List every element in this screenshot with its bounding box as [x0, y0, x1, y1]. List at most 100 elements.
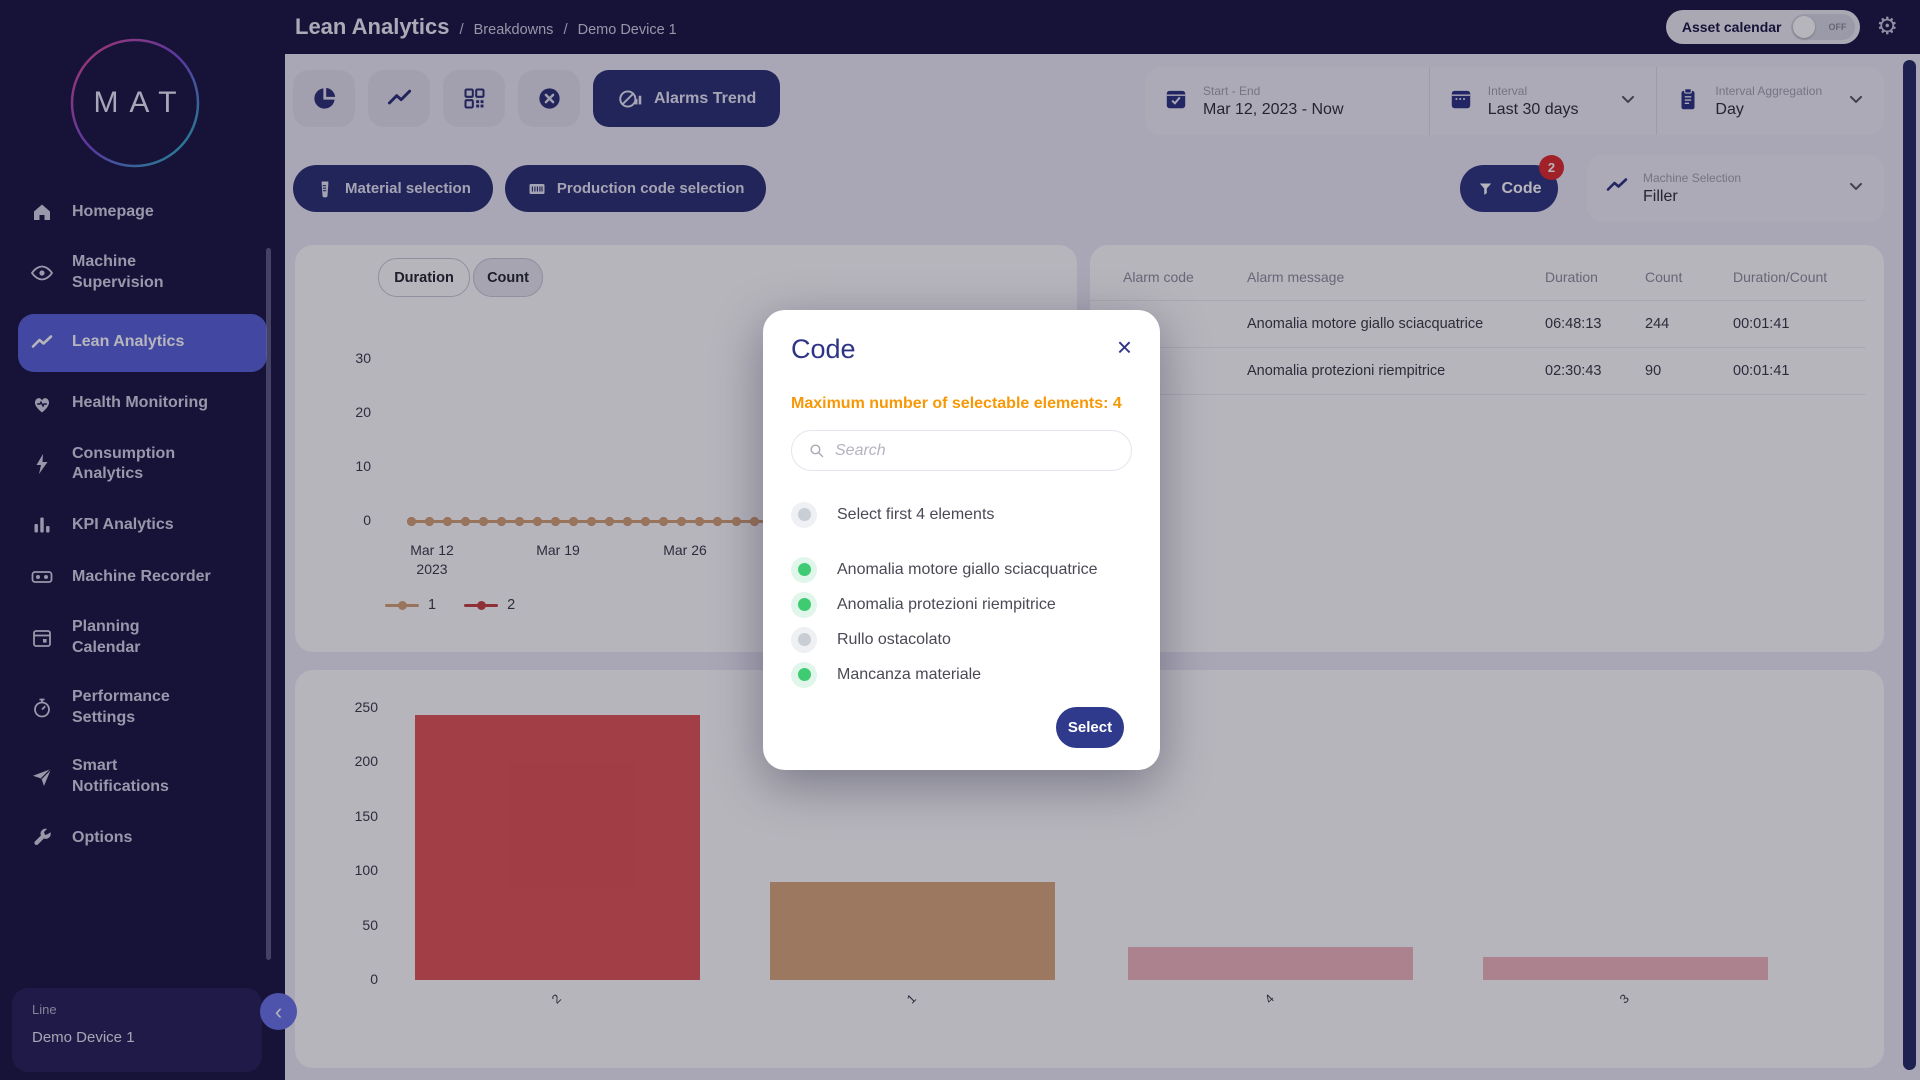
code-option[interactable]: Rullo ostacolato — [791, 622, 1132, 657]
gauge-icon — [34, 698, 50, 717]
aggregation-value: Day — [1715, 100, 1744, 118]
col-header-duration-count: Duration/Count — [1733, 268, 1828, 285]
clipboard-icon — [1675, 86, 1701, 117]
sidebar-item-label: Options — [72, 828, 133, 846]
alarms-trend-button[interactable]: Alarms Trend — [593, 70, 781, 127]
sidebar-item-options[interactable]: Options — [0, 812, 285, 864]
code-modal: Code × Maximum number of selectable elem… — [763, 310, 1160, 770]
code-option[interactable]: Mancanza materiale — [791, 657, 1132, 692]
sidebar-item-machine-supervision[interactable]: Machine Supervision — [0, 238, 285, 308]
recorder-icon — [31, 571, 53, 584]
toggle-duration[interactable]: Duration — [378, 258, 470, 297]
page-scrollbar[interactable] — [1903, 60, 1916, 1070]
selection-dot[interactable] — [791, 661, 817, 688]
toggle-knob — [1793, 16, 1816, 38]
legend-label: 2 — [507, 597, 516, 613]
bar[interactable] — [1128, 947, 1413, 980]
bar[interactable] — [415, 714, 700, 980]
table-row[interactable]: Anomalia motore giallo sciacquatrice 06:4… — [1090, 301, 1866, 348]
y-axis-tick: 100 — [354, 862, 378, 879]
bar[interactable] — [770, 882, 1055, 980]
sidebar-item-lean-analytics[interactable]: Lean Analytics — [18, 313, 267, 372]
selection-dot[interactable] — [791, 556, 817, 583]
code-option[interactable]: Anomalia protezioni riempitrice — [791, 587, 1132, 622]
sidebar-item-consumption-analytics[interactable]: Consumption Analytics — [0, 430, 285, 500]
sidebar-item-kpi-analytics[interactable]: KPI Analytics — [0, 499, 285, 551]
selection-dot-inner — [797, 598, 811, 611]
asset-calendar-switch[interactable]: OFF — [1791, 14, 1856, 40]
modal-title: Code — [791, 334, 856, 364]
sidebar-collapse-button[interactable]: ‹ — [260, 993, 297, 1030]
sidebar-item-performance-settings[interactable]: Performance Settings — [0, 673, 285, 743]
data-point — [550, 516, 560, 526]
sidebar-item-machine-recorder[interactable]: Machine Recorder — [0, 551, 285, 603]
selection-dot[interactable] — [791, 501, 817, 528]
chevron-down-icon — [1846, 89, 1866, 114]
breadcrumb-part[interactable]: Demo Device 1 — [577, 22, 677, 38]
sidebar-item-label: Machine Supervision — [72, 253, 164, 291]
code-filter-badge: 2 — [1539, 155, 1564, 180]
breadcrumb-part[interactable]: Breakdowns — [473, 22, 554, 38]
legend-entry[interactable]: 2 — [464, 597, 515, 613]
table-cell-count: 90 — [1645, 363, 1662, 379]
start-end-value: Mar 12, 2023 - Now — [1203, 100, 1344, 118]
legend-swatch — [464, 600, 499, 610]
selection-dot[interactable] — [791, 626, 817, 653]
sidebar-item-homepage[interactable]: Homepage — [0, 186, 285, 238]
legend-entry[interactable]: 1 — [385, 597, 436, 613]
data-point — [532, 516, 542, 526]
y-axis-tick: 0 — [370, 971, 378, 987]
sidebar-item-label: Performance Settings — [72, 687, 170, 726]
selection-dot[interactable] — [791, 591, 817, 618]
material-selection-button[interactable]: Material selection — [293, 165, 493, 212]
sidebar-item-label: Planning Calendar — [72, 618, 141, 656]
code-option[interactable]: Anomalia motore giallo sciacquatrice — [791, 552, 1132, 587]
qr-code-view-button[interactable] — [443, 70, 505, 127]
pie-chart-view-button[interactable] — [293, 70, 355, 127]
alarms-table-card: Alarm code Alarm message Duration Count … — [1090, 245, 1884, 652]
close-icon[interactable]: × — [1116, 332, 1132, 362]
data-point — [605, 516, 615, 526]
line-chart-view-button[interactable] — [368, 70, 430, 127]
asset-calendar-label: Asset calendar — [1681, 19, 1782, 35]
data-point — [749, 516, 759, 526]
aggregation-picker[interactable]: Interval Aggregation Day — [1656, 67, 1884, 135]
pie-chart-icon — [313, 87, 335, 109]
breadcrumb-separator: / — [563, 21, 568, 38]
gear-icon[interactable]: ⚙ — [1876, 13, 1898, 40]
select-button[interactable]: Select — [1056, 707, 1124, 748]
sidebar-scrollbar[interactable] — [266, 248, 271, 960]
sidebar-item-planning-calendar[interactable]: Planning Calendar — [0, 603, 285, 673]
aggregation-label: Interval Aggregation — [1715, 83, 1823, 98]
table-header-row: Alarm code Alarm message Duration Count … — [1090, 253, 1866, 301]
col-header-count: Count — [1645, 268, 1683, 285]
clear-view-button[interactable] — [518, 70, 580, 127]
sidebar-item-health-monitoring[interactable]: Health Monitoring — [0, 378, 285, 430]
modal-options: Select first 4 elements Anomalia motore g… — [791, 497, 1132, 692]
sidebar-nav: Homepage Machine Supervision Lean Analyt… — [0, 186, 285, 864]
code-filter-button[interactable]: Code 2 — [1460, 155, 1564, 212]
machine-selection-dropdown[interactable]: Machine Selection Filler — [1587, 155, 1884, 222]
page-title: Lean Analytics — [295, 14, 450, 39]
toggle-count[interactable]: Count — [473, 258, 543, 297]
interval-picker[interactable]: Interval Last 30 days — [1428, 67, 1657, 135]
x-axis-tick: Mar 26 — [663, 542, 707, 558]
toggle-state-label: OFF — [1828, 22, 1847, 32]
sidebar: MAT Homepage Machine Supervision Lean An… — [0, 0, 285, 1080]
production-code-selection-button[interactable]: Production code selection — [504, 165, 767, 212]
data-point — [677, 516, 687, 526]
select-first-option[interactable]: Select first 4 elements — [791, 497, 1132, 532]
option-label: Select first 4 elements — [837, 505, 995, 523]
table-cell-count: 244 — [1645, 316, 1670, 332]
asset-calendar-toggle-pill[interactable]: Asset calendar OFF — [1665, 10, 1861, 44]
start-end-picker[interactable]: Start - End Mar 12, 2023 - Now — [1145, 67, 1429, 135]
sidebar-item-label: Consumption Analytics — [72, 444, 176, 483]
selection-dot-inner — [797, 563, 811, 576]
y-axis-tick: 150 — [354, 807, 378, 824]
start-end-label: Start - End — [1203, 83, 1261, 98]
production-code-selection-label: Production code selection — [556, 180, 745, 197]
sidebar-item-smart-notifications[interactable]: Smart Notifications — [0, 742, 285, 812]
search-input[interactable] — [835, 441, 1115, 460]
table-row[interactable]: Anomalia protezioni riempitrice 02:30:43 9… — [1090, 348, 1866, 395]
bar[interactable] — [1483, 957, 1768, 980]
